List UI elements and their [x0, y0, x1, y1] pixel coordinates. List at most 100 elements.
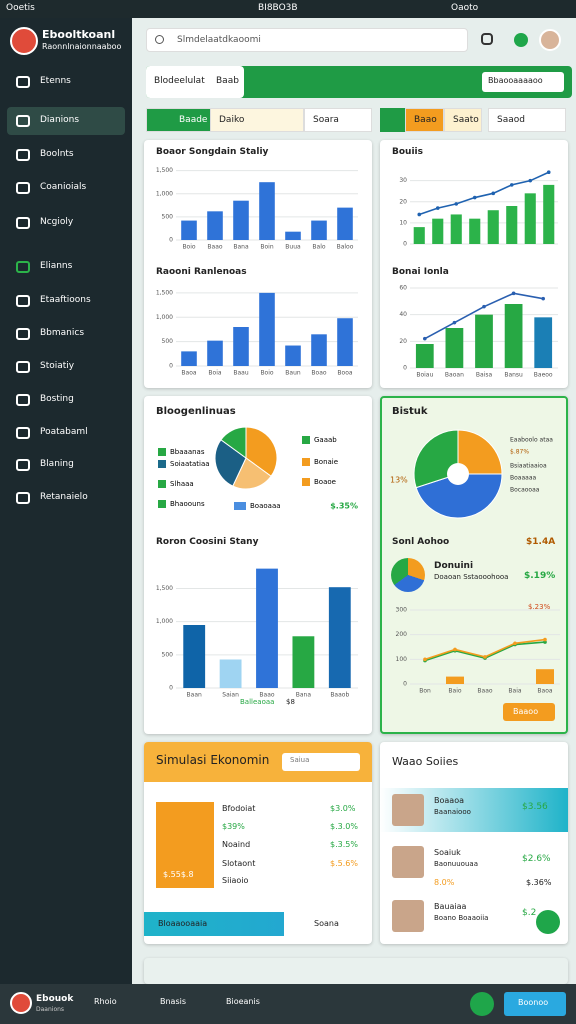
bell-icon[interactable] [481, 33, 493, 45]
nav-icon [16, 115, 30, 127]
x-tick-label: Boio [260, 370, 273, 377]
chart-title: Bonai Ionla [392, 267, 449, 277]
filter-chip[interactable]: Baao [405, 108, 444, 132]
status-right: Oaoto [451, 3, 479, 13]
bar [181, 220, 197, 240]
story-name: Boaaoa [434, 796, 464, 805]
x-tick-label: Baao [477, 688, 492, 695]
bar [534, 317, 553, 368]
story-value: $2.6% [522, 854, 551, 864]
filter-chip[interactable]: Baade [146, 108, 212, 132]
footer-item[interactable]: Bioeanis [226, 997, 260, 1006]
story-value: $3.56 [522, 802, 548, 812]
bar [328, 587, 351, 688]
bar [415, 344, 434, 368]
y-tick-label: 0 [169, 363, 173, 370]
legend-swatch [158, 448, 166, 456]
nav-item[interactable]: Bosting [40, 394, 74, 404]
bar [504, 304, 523, 368]
story-action[interactable] [536, 910, 560, 934]
y-tick-label: 1,500 [156, 167, 173, 174]
nav-item[interactable]: Ncgioly [40, 217, 74, 227]
stories-title: Waao Soiies [392, 755, 459, 768]
x-tick-label: Boao [311, 370, 326, 377]
simulation-button[interactable]: Bloaaooaaia [144, 912, 284, 936]
donut-hole [447, 463, 469, 485]
nav-item[interactable]: Bbmanics [40, 328, 85, 338]
simulation-select[interactable]: Saiua [282, 753, 360, 771]
line-point [543, 637, 547, 642]
filter-chip[interactable]: Soara [304, 108, 372, 132]
bar [337, 318, 353, 366]
filter-chip[interactable]: Daiko [210, 108, 304, 132]
panel-partial [144, 958, 568, 984]
item-sub: Doaoan Sstaooohooa [434, 573, 509, 581]
y-tick-label: 20 [399, 198, 407, 205]
row-label: Siiaoio [222, 876, 249, 885]
nav-item[interactable]: Etaaftioons [40, 295, 91, 305]
chart-title: Sonl Aohoo [392, 537, 450, 547]
line-point [483, 655, 487, 659]
chart-footer-value: $8 [286, 698, 295, 706]
nav-item[interactable]: Etenns [40, 76, 71, 86]
row-value: $3.0% [330, 804, 356, 813]
story-extra: $.36% [526, 878, 552, 887]
y-tick-label: 30 [399, 177, 407, 184]
footer-action[interactable] [470, 992, 494, 1016]
filter-icon [380, 108, 405, 132]
bar [292, 636, 315, 688]
item-title: Donuini [434, 561, 474, 571]
avatar[interactable] [539, 29, 561, 51]
chart-footer: Balleaoaa [240, 698, 275, 706]
footer-button[interactable]: Boonoo [504, 992, 566, 1016]
item-value: $.19% [524, 571, 556, 581]
mini-pie-icon [391, 558, 425, 592]
nav-item[interactable]: Boolnts [40, 149, 74, 159]
nav-item[interactable]: Blaning [40, 459, 74, 469]
line-point [511, 291, 516, 296]
pie-slice [245, 426, 278, 477]
chart-title: Bloogenlinuas [156, 406, 236, 417]
filter-chip[interactable]: Saaod [488, 108, 566, 132]
bar [446, 676, 464, 684]
footer-item[interactable]: Rhoio [94, 997, 117, 1006]
footer-item[interactable]: Bnasis [160, 997, 187, 1006]
bar [181, 351, 197, 366]
line-point [453, 647, 457, 652]
pie-label: Bocaooaa [510, 487, 540, 494]
bar [413, 227, 425, 244]
tab-active[interactable] [146, 66, 244, 98]
nav-icon [16, 295, 30, 307]
bar [475, 314, 493, 368]
chart-title: Bouiis [392, 147, 423, 157]
nav-item[interactable]: Retanaielo [40, 492, 88, 502]
x-tick-label: Baeoo [534, 372, 553, 379]
tab-button[interactable]: Bbaooaaaaoo [482, 72, 564, 92]
nav-item[interactable]: Poatabaml [40, 427, 88, 437]
sidebar-subtitle: Raonnlnaionnaaboo [42, 42, 122, 51]
filter-chip[interactable]: Saato [444, 108, 482, 132]
nav-item[interactable]: Stoiatiy [40, 361, 75, 371]
simulation-link[interactable]: Soana [314, 919, 339, 928]
nav-item[interactable]: Coanioials [40, 182, 87, 192]
nav-item[interactable]: Dianions [40, 115, 80, 125]
chart: Eaaboolo ataa $.87% Bsiaatiaaioa Boaaaaa Boc… [390, 429, 553, 519]
y-tick-label: 40 [399, 311, 407, 318]
status-left: Ooetis [6, 3, 35, 13]
line-point [541, 296, 545, 301]
status-icon[interactable] [514, 33, 528, 47]
pie-label: Eaaboolo ataa [510, 437, 553, 444]
bar [285, 231, 301, 240]
y-tick-label: 0 [403, 241, 407, 248]
chart-button[interactable]: Baaoo [503, 703, 555, 721]
x-tick-label: Baun [285, 370, 301, 377]
legend-swatch [302, 458, 310, 466]
story-avatar [392, 900, 424, 932]
y-tick-label: 60 [399, 285, 407, 292]
row-value: $.3.5% [330, 840, 358, 849]
search-icon [155, 35, 164, 44]
story-value: $.2 [522, 908, 537, 918]
nav-item[interactable]: Elianns [40, 261, 73, 271]
chart: 0 500 1,000 1,500 Baan Saian Baao Bana Baaob [156, 568, 358, 699]
search-box[interactable]: Slmdelaatdkaoomi [146, 28, 468, 52]
